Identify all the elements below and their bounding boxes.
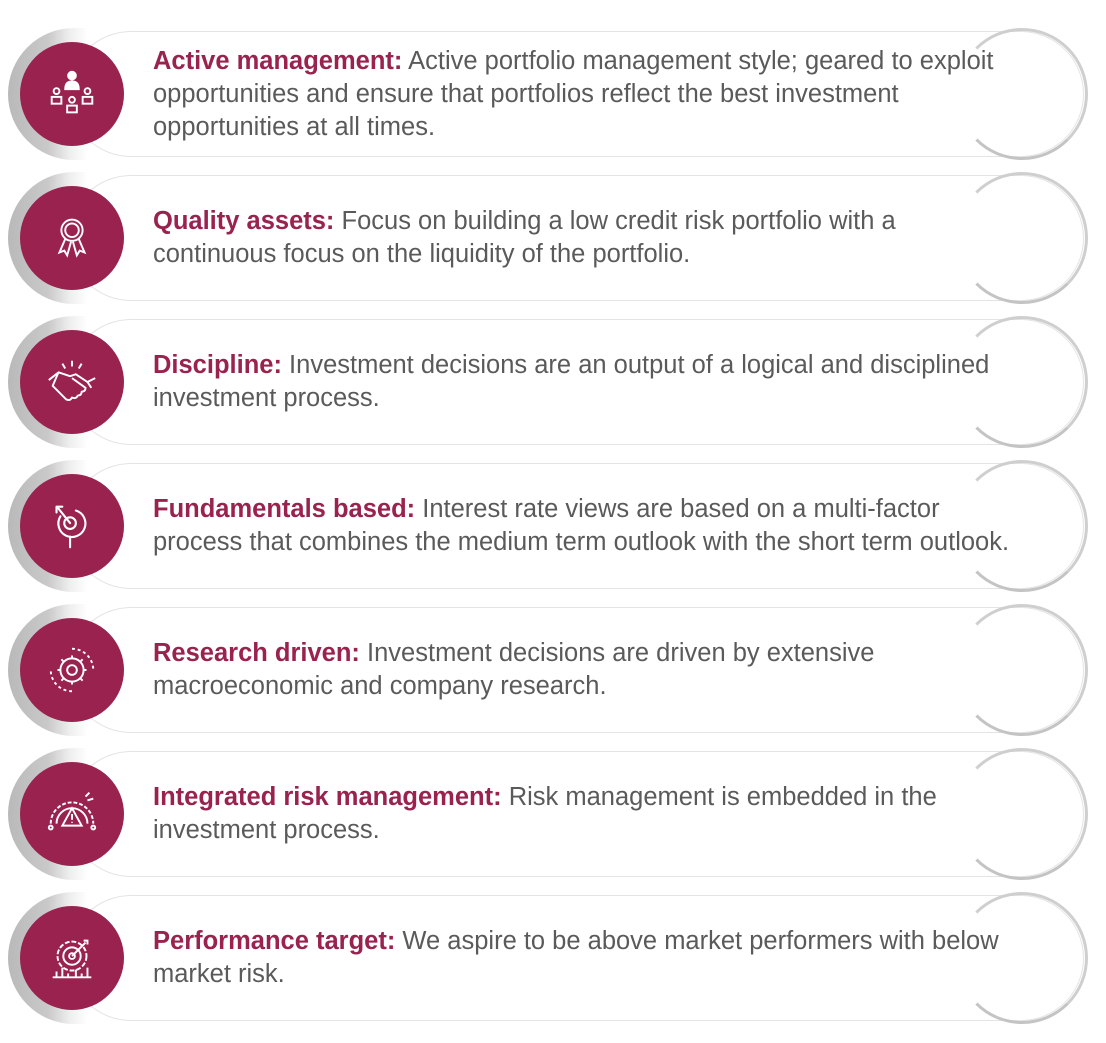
principle-title: Discipline: <box>153 351 282 379</box>
principle-title: Integrated risk management: <box>153 783 502 811</box>
performance-target-icon <box>20 906 124 1010</box>
handshake-icon <box>20 330 124 434</box>
principle-body: Investment decisions are driven by exten… <box>153 639 875 700</box>
gear-cycle-icon <box>20 618 124 722</box>
principle-body: Active portfolio management style; geare… <box>153 46 994 141</box>
principle-body: Focus on building a low credit risk port… <box>153 207 896 268</box>
principle-text: Discipline: Investment decisions are an … <box>153 349 1018 415</box>
award-ribbon-icon <box>20 186 124 290</box>
principle-item-performance-target: Performance target: We aspire to be abov… <box>8 892 1088 1024</box>
pill-rim <box>956 460 1088 592</box>
principle-item-quality-assets: Quality assets: Focus on building a low … <box>8 172 1088 304</box>
principle-body: We aspire to be above market performers … <box>153 927 999 988</box>
pill-rim <box>956 172 1088 304</box>
principle-text: Quality assets: Focus on building a low … <box>153 205 1018 271</box>
pill-face <box>68 607 1084 733</box>
pill-face <box>68 463 1084 589</box>
target-search-icon <box>20 474 124 578</box>
principle-text: Fundamentals based: Interest rate views … <box>153 493 1018 559</box>
pill-face <box>68 175 1084 301</box>
pill-face <box>68 319 1084 445</box>
principle-text: Integrated risk management: Risk managem… <box>153 781 1018 847</box>
principle-text: Performance target: We aspire to be abov… <box>153 925 1018 991</box>
pill-rim <box>956 28 1088 160</box>
principle-item-active-management: Active management: Active portfolio mana… <box>8 28 1088 160</box>
principle-item-integrated-risk-management: Integrated risk management: Risk managem… <box>8 748 1088 880</box>
risk-gauge-icon <box>20 762 124 866</box>
principle-body: Interest rate views are based on a multi… <box>153 495 1010 556</box>
pill-face <box>68 895 1084 1021</box>
principle-text: Active management: Active portfolio mana… <box>153 45 1018 144</box>
pill-face <box>68 31 1084 157</box>
principle-item-discipline: Discipline: Investment decisions are an … <box>8 316 1088 448</box>
principle-title: Research driven: <box>153 639 360 667</box>
principle-text: Research driven: Investment decisions ar… <box>153 637 1018 703</box>
principle-item-fundamentals-based: Fundamentals based: Interest rate views … <box>8 460 1088 592</box>
principle-body: Risk management is embedded in the inves… <box>153 783 937 844</box>
pill-rim <box>956 892 1088 1024</box>
pill-rim <box>956 604 1088 736</box>
principle-item-research-driven: Research driven: Investment decisions ar… <box>8 604 1088 736</box>
principle-title: Performance target: <box>153 927 396 955</box>
principle-title: Fundamentals based: <box>153 495 416 523</box>
people-hierarchy-icon <box>20 42 124 146</box>
principle-body: Investment decisions are an output of a … <box>153 351 990 412</box>
pill-rim <box>956 316 1088 448</box>
pill-face <box>68 751 1084 877</box>
pill-rim <box>956 748 1088 880</box>
principle-title: Quality assets: <box>153 207 335 235</box>
principle-title: Active management: <box>153 46 403 75</box>
